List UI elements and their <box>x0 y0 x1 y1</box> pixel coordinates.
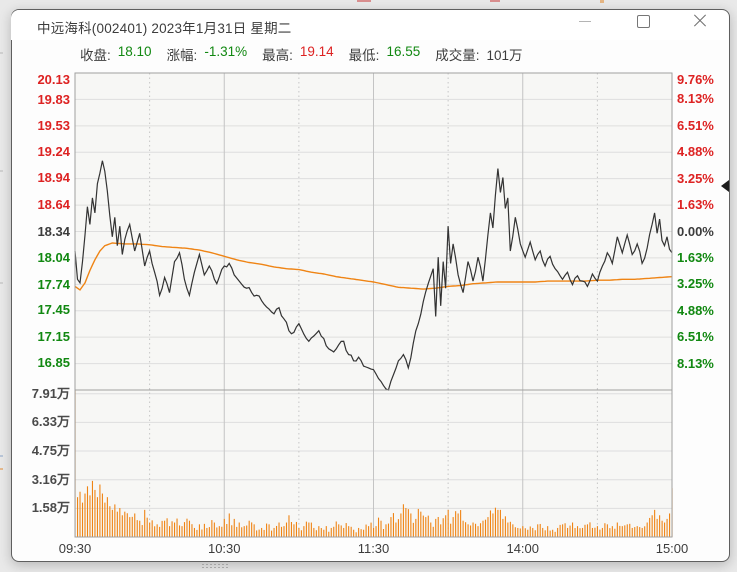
volume-axis-label: 1.58万 <box>31 500 70 516</box>
percent-axis-label: 1.63% <box>677 249 714 265</box>
stat-volume-label: 成交量: <box>435 48 480 63</box>
minimize-icon <box>579 20 591 22</box>
maximize-icon <box>636 14 650 28</box>
stat-low-value: 16.55 <box>386 44 421 59</box>
minimize-button[interactable] <box>570 10 600 32</box>
time-axis-label: 15:00 <box>655 541 689 556</box>
close-button[interactable] <box>685 10 715 32</box>
background-window-artifact <box>357 0 371 2</box>
price-axis-label: 18.34 <box>37 223 70 239</box>
stat-close-value: 18.10 <box>117 44 152 59</box>
resize-grip-dots <box>201 563 229 569</box>
percent-axis-label: 3.25% <box>677 170 714 186</box>
stat-low-label: 最低: <box>348 48 380 63</box>
percent-axis-label: 3.25% <box>677 276 714 292</box>
price-axis-label: 20.13 <box>37 72 70 87</box>
background-window-artifact <box>0 468 3 470</box>
price-axis-label: 17.45 <box>37 302 70 318</box>
percent-axis-label: 9.76% <box>677 72 714 87</box>
percent-axis-label: 1.63% <box>677 197 714 213</box>
background-window-artifact <box>490 0 500 2</box>
title-bar[interactable]: 中远海科(002401) 2023年1月31日 星期二 <box>11 10 728 40</box>
stat-volume-value: 101万 <box>486 48 523 63</box>
background-window-artifact <box>600 0 604 3</box>
volume-axis-label: 7.91万 <box>31 385 70 401</box>
percent-axis-label: 8.13% <box>677 91 714 107</box>
price-axis-label: 17.74 <box>37 276 70 292</box>
percent-axis-label: 6.51% <box>677 329 714 345</box>
price-axis-label: 18.04 <box>37 250 70 266</box>
close-icon <box>693 14 707 28</box>
stat-close: 收盘: 18.10 <box>80 44 152 63</box>
panel-collapse-arrow-icon[interactable] <box>721 180 729 192</box>
app-window <box>11 9 730 562</box>
stat-low: 最低: 16.55 <box>348 44 421 63</box>
stat-change: 涨幅: -1.31% <box>166 44 248 63</box>
volume-axis-label: 3.16万 <box>31 471 70 487</box>
background-window-artifact <box>0 455 3 457</box>
price-axis-label: 16.85 <box>37 355 70 371</box>
price-axis-label: 18.64 <box>37 196 70 212</box>
percent-axis-label: 0.00% <box>677 223 714 239</box>
percent-axis-label: 6.51% <box>677 117 714 133</box>
time-axis-label: 09:30 <box>58 541 92 556</box>
percent-axis-label: 4.88% <box>677 144 714 160</box>
price-axis-label: 19.83 <box>37 91 70 107</box>
stat-change-label: 涨幅: <box>166 48 198 63</box>
price-axis-label: 18.94 <box>37 170 70 186</box>
background-window-artifact <box>0 282 3 284</box>
volume-axis-label: 6.33万 <box>31 414 70 430</box>
price-axis-label: 17.15 <box>37 328 70 344</box>
price-axis-label: 19.24 <box>37 143 70 159</box>
background-window-artifact <box>0 170 3 172</box>
volume-axis-label: 4.75万 <box>31 443 70 458</box>
background-window-artifact <box>0 52 3 54</box>
time-axis-label: 11:30 <box>357 541 390 556</box>
stat-volume: 成交量: 101万 <box>435 44 523 63</box>
percent-axis-label: 4.88% <box>677 302 714 318</box>
window-title: 中远海科(002401) 2023年1月31日 星期二 <box>37 21 292 36</box>
stat-change-value: -1.31% <box>204 44 248 59</box>
maximize-button[interactable] <box>628 10 658 32</box>
price-axis-label: 19.53 <box>37 118 70 134</box>
stat-high: 最高: 19.14 <box>262 44 334 63</box>
time-axis-label: 10:30 <box>207 541 241 556</box>
stat-close-label: 收盘: <box>80 48 111 63</box>
stat-high-value: 19.14 <box>299 44 334 59</box>
percent-axis-label: 8.13% <box>677 355 714 371</box>
stats-bar: 收盘: 18.10 涨幅: -1.31% 最高: 19.14 最低: 16.55… <box>80 44 523 63</box>
time-axis-label: 14:00 <box>506 541 540 556</box>
stat-high-label: 最高: <box>262 48 293 63</box>
